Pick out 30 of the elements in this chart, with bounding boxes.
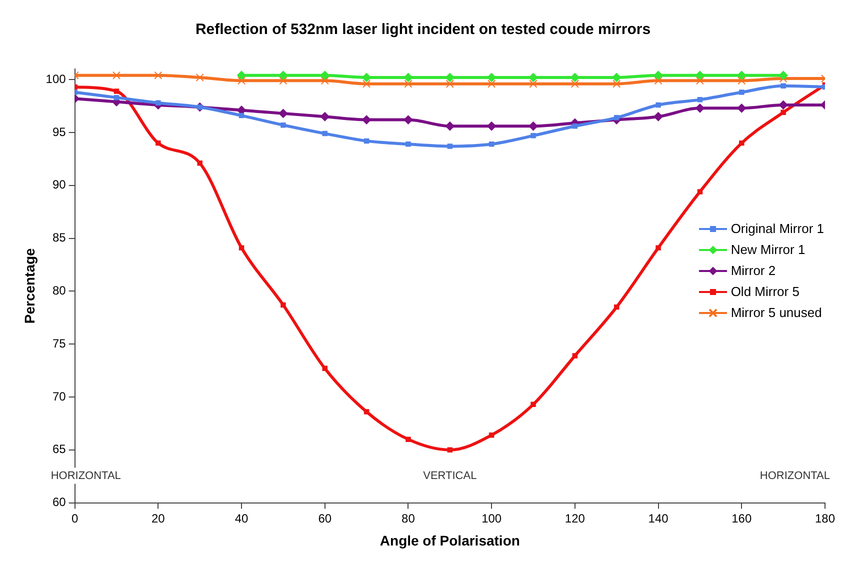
x-tick-label: 100 [482,511,502,526]
legend-label: Original Mirror 1 [730,220,824,238]
annotation: VERTICAL [423,470,477,482]
x-tick-label: 160 [732,511,752,526]
chart-title: Reflection of 532nm laser light incident on tested coude mirrors [195,21,651,38]
legend-label: New Mirror 1 [730,241,806,259]
x-axis-title: Angle of Polarisation [380,532,520,548]
y-tick-label: 60 [52,495,66,510]
y-tick-label: 75 [52,336,66,350]
y-axis-title: Percentage [21,248,38,324]
y-tick-label: 70 [52,389,66,404]
x-tick-label: 120 [564,511,586,526]
y-tick-label: 100 [46,72,66,86]
annotation: HORIZONTAL [50,470,121,482]
x-tick-label: 180 [814,511,836,526]
legend-label: Mirror 2 [730,262,776,280]
x-tick-label: 20 [151,511,166,526]
y-tick-label: 65 [52,442,66,456]
legend-label: Mirror 5 unused [730,304,822,322]
x-tick-label: 80 [402,511,416,526]
y-tick-label: 95 [52,124,66,139]
x-tick-label: 0 [71,511,78,526]
x-tick-label: 60 [318,511,332,526]
x-tick-label: 140 [648,511,669,526]
legend-label: Old Mirror 5 [730,283,800,301]
y-tick-label: 80 [52,284,66,298]
annotation: HORIZONTAL [760,470,830,482]
y-tick-label: 85 [52,230,66,245]
y-tick-label: 90 [52,178,66,192]
x-tick-label: 40 [234,511,249,526]
